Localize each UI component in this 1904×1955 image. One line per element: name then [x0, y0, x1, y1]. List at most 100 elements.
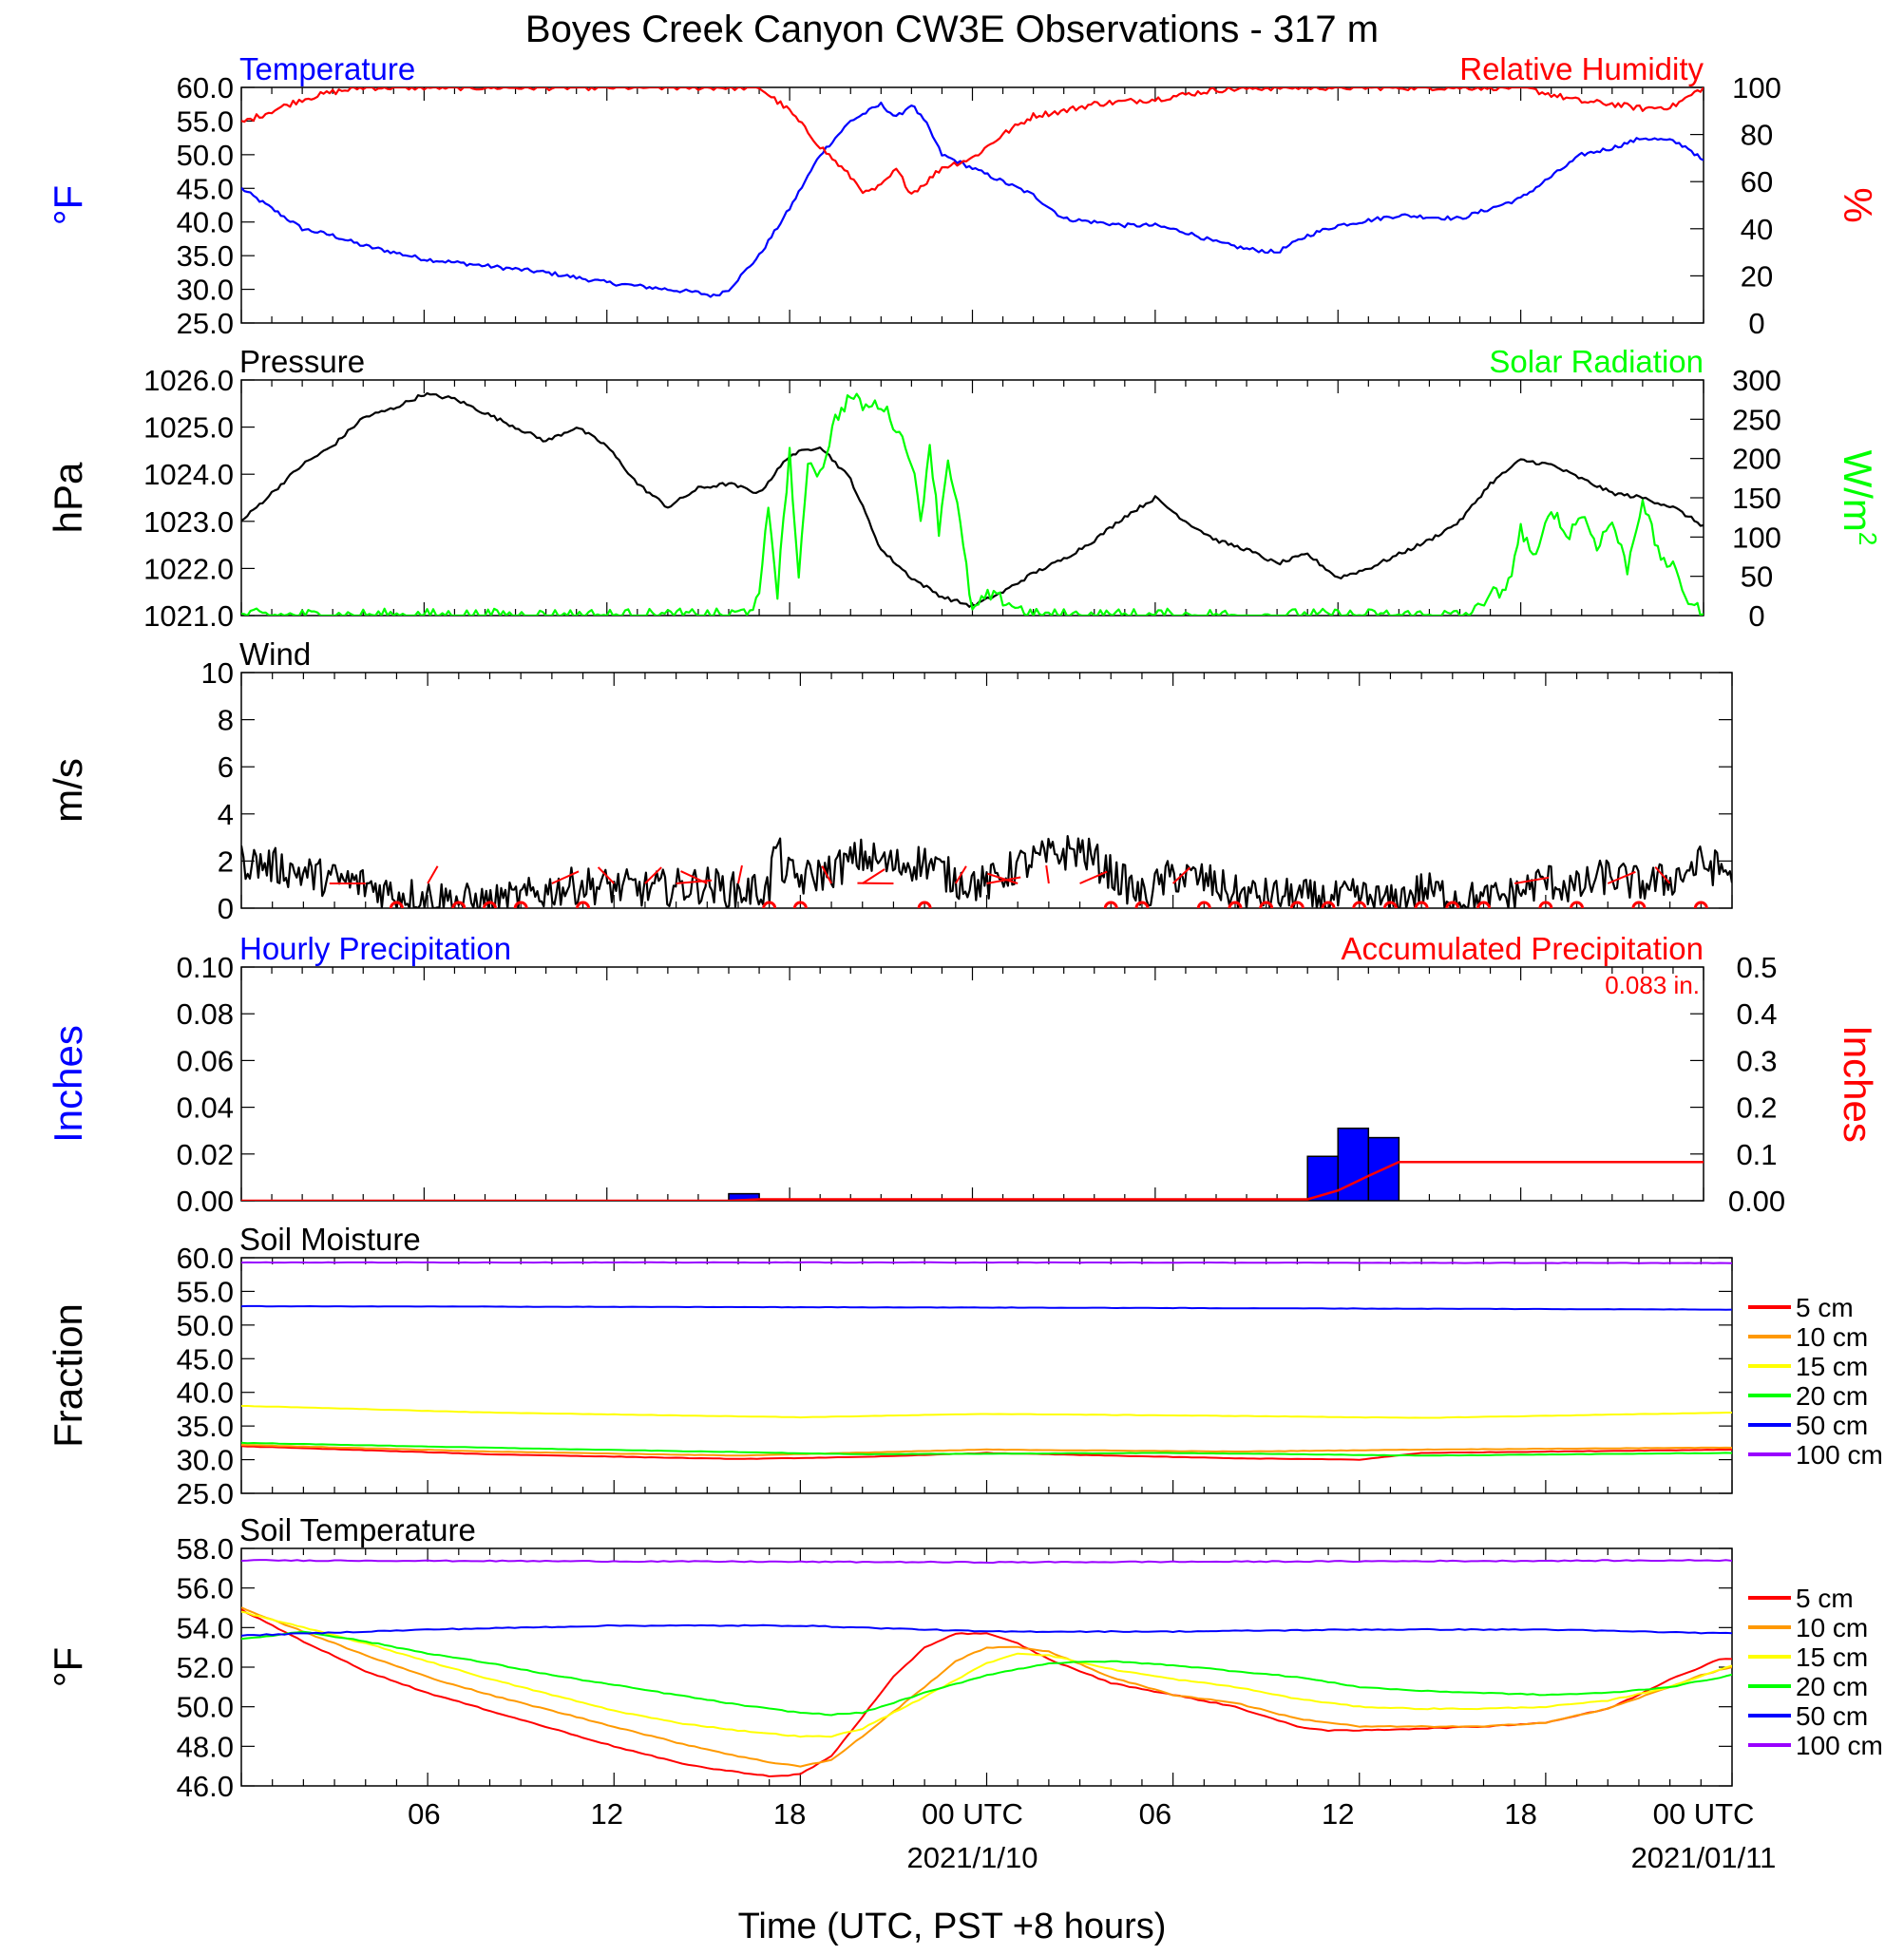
x-tick-label: 18: [1504, 1797, 1536, 1831]
y-right-tick-label: 0.1: [1736, 1138, 1777, 1171]
wind-calm-marker: [1570, 901, 1585, 908]
wind-barb: [676, 879, 713, 884]
wind-calm-marker: [1693, 901, 1708, 908]
legend-label: 50 cm: [1796, 1701, 1868, 1731]
plot-frame: [240, 1547, 1733, 1787]
y-right-tick-label: 100: [1732, 521, 1781, 554]
y-right-tick-label: 0.00: [1728, 1185, 1785, 1218]
y-tick-label: 52.0: [177, 1651, 234, 1684]
y-tick-label: 45.0: [177, 172, 234, 205]
wind-barb: [986, 876, 1021, 884]
wind-barb: [427, 865, 439, 884]
y-right-tick-label: 0: [1748, 599, 1764, 633]
wind-calm-marker: [576, 901, 591, 908]
legend-label: 100 cm: [1796, 1731, 1883, 1760]
wind-barb: [680, 870, 708, 884]
wind-barb: [821, 865, 832, 884]
wind-calm-marker: [1134, 901, 1150, 908]
chart-title: Boyes Creek Canyon CW3E Observations - 3…: [525, 9, 1379, 50]
y-tick-label: 50.0: [177, 1691, 234, 1724]
y-axis-label: Fraction: [46, 1303, 90, 1448]
x-tick-label: 06: [1139, 1797, 1171, 1831]
y-right-tick-label: 0: [1748, 307, 1764, 340]
y-right-tick-label: 300: [1732, 364, 1781, 397]
y-axis-label: m/s: [46, 758, 90, 823]
y-tick-label: 60.0: [177, 71, 234, 104]
y-tick-label: 35.0: [177, 239, 234, 273]
y-tick-label: 60.0: [177, 1242, 234, 1275]
series-line-5-cm: [241, 1445, 1732, 1461]
accumulated-total-label: 0.083 in.: [1605, 971, 1700, 999]
y-right-tick-label: 60: [1741, 165, 1773, 199]
wind-calm-marker: [1196, 901, 1211, 908]
series-line-20-cm: [241, 1630, 1732, 1717]
y-tick-label: 1025.0: [143, 411, 234, 445]
plot-frame: [240, 379, 1704, 617]
wind-calm-marker: [513, 901, 528, 908]
plot-area: [241, 1127, 1704, 1201]
y-tick-label: 0.04: [177, 1091, 234, 1125]
wind-calm-marker: [1259, 901, 1274, 908]
y-right-tick-label: 20: [1741, 259, 1773, 293]
y-tick-label: 50.0: [177, 139, 234, 172]
legend-label: 50 cm: [1796, 1411, 1868, 1440]
plot-area: [241, 835, 1732, 908]
y-right-tick-label: 200: [1732, 443, 1781, 476]
wind-barb: [1171, 866, 1191, 884]
x-tick-label: 12: [1322, 1797, 1354, 1831]
y-tick-label: 46.0: [177, 1770, 234, 1803]
y-tick-label: 0.02: [177, 1138, 234, 1171]
wind-barb: [1045, 864, 1050, 884]
wind-calm-marker: [1476, 901, 1491, 908]
unit-superscript: 2: [1854, 532, 1882, 545]
legend-label: 5 cm: [1796, 1293, 1854, 1322]
wind-calm-marker: [1321, 901, 1336, 908]
wind-calm-marker: [1538, 901, 1553, 908]
wind-barb: [954, 865, 967, 884]
legend-label: 15 cm: [1796, 1642, 1868, 1672]
y-tick-label: 2: [218, 845, 234, 878]
plot-frame: [240, 1257, 1733, 1494]
y-right-tick-label: 0.5: [1736, 951, 1777, 984]
y-tick-label: 56.0: [177, 1572, 234, 1605]
series-line-15-cm: [241, 1405, 1732, 1419]
y-tick-label: 30.0: [177, 1444, 234, 1477]
y-axis-label: °F: [46, 185, 90, 225]
y-right-tick-label: 0.4: [1736, 997, 1777, 1031]
y-tick-label: 0.10: [177, 951, 234, 984]
plot-area: [241, 87, 1704, 298]
series-line-100-cm: [241, 1261, 1732, 1264]
x-tick-label: 12: [591, 1797, 623, 1831]
legend-label: 20 cm: [1796, 1672, 1868, 1701]
y-tick-label: 0: [218, 892, 234, 925]
legend-label: 5 cm: [1796, 1584, 1854, 1613]
y-tick-label: 1021.0: [143, 599, 234, 633]
wind-calm-marker: [483, 901, 497, 908]
x-tick-label: 00 UTC: [922, 1797, 1023, 1831]
y-tick-label: 55.0: [177, 1275, 234, 1308]
wind-calm-marker: [451, 901, 466, 908]
series-line-5-cm: [241, 1608, 1732, 1777]
panel-title-right: Solar Radiation: [1489, 344, 1704, 379]
wind-calm-marker: [1382, 901, 1398, 908]
y-right-tick-label: 150: [1732, 482, 1781, 515]
series-line-temperature: [241, 102, 1704, 298]
legend-label: 10 cm: [1796, 1613, 1868, 1642]
y-tick-label: 0.06: [177, 1044, 234, 1077]
wind-calm-marker: [762, 901, 777, 908]
y-tick-label: 0.00: [177, 1185, 234, 1218]
y-tick-label: 25.0: [177, 307, 234, 340]
y-right-tick-label: 100: [1732, 71, 1781, 104]
wind-calm-marker: [1289, 901, 1304, 908]
wind-calm-marker: [1103, 901, 1118, 908]
y-right-tick-label: 250: [1732, 403, 1781, 436]
y-tick-label: 1026.0: [143, 364, 234, 397]
x-date-label: 2021/01/11: [1631, 1841, 1777, 1874]
y-tick-label: 1023.0: [143, 505, 234, 539]
panel-temperature_rh: 25.030.035.040.045.050.055.060.0 0 20 40 60 8…: [46, 51, 1880, 340]
series-line-solar-radiation: [241, 392, 1704, 616]
panel-title: Pressure: [239, 344, 365, 379]
plot-area: [241, 391, 1704, 616]
